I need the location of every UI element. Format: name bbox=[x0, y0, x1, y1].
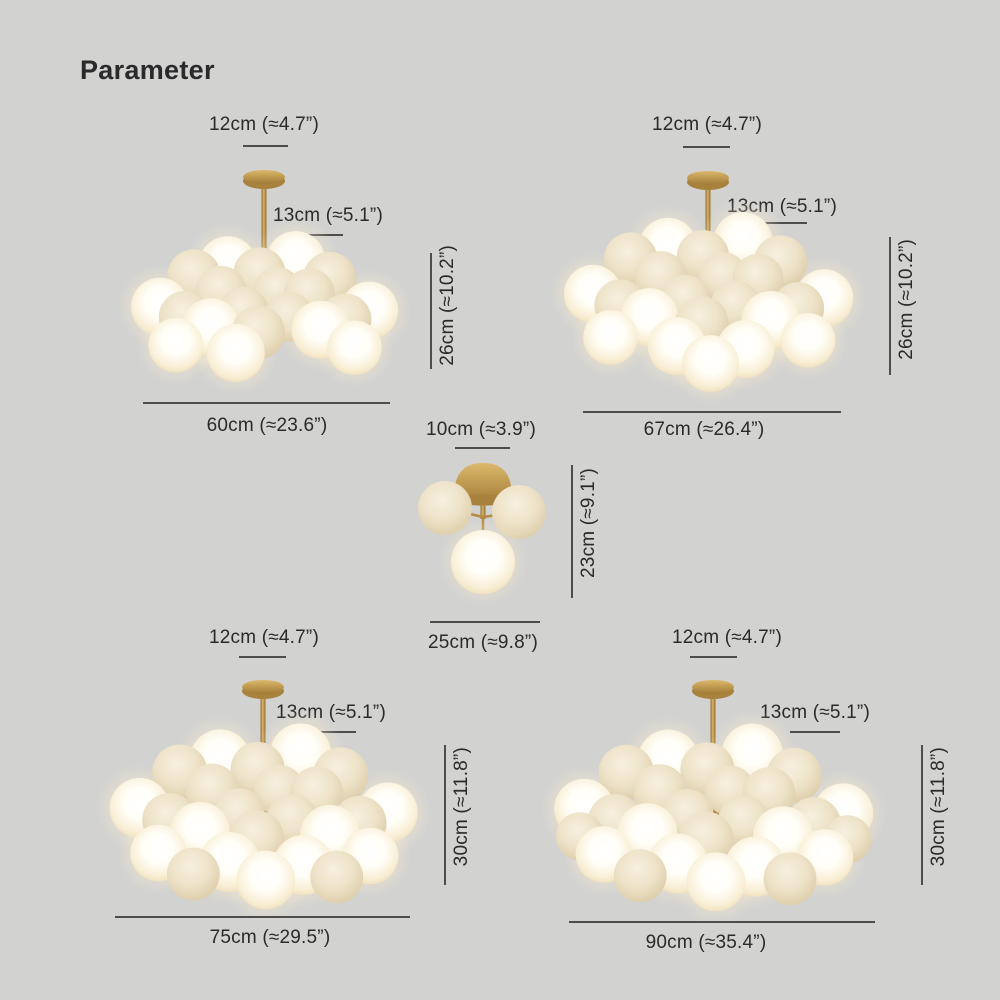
canopy-width-label: 12cm (≈4.7”) bbox=[209, 114, 319, 135]
dimension-hline bbox=[143, 402, 390, 404]
fixture-width-label: 67cm (≈26.4”) bbox=[643, 419, 765, 440]
dimension-vline bbox=[921, 745, 923, 885]
fixture-width-label: 90cm (≈35.4”) bbox=[645, 932, 767, 953]
dimension-hline bbox=[430, 621, 540, 623]
canopy-width-label: 10cm (≈3.9”) bbox=[426, 419, 536, 440]
flush-mount-illustration bbox=[418, 463, 546, 606]
page-title: Parameter bbox=[80, 55, 215, 85]
fixture-width-label: 60cm (≈23.6”) bbox=[206, 415, 328, 436]
canopy-width-label: 12cm (≈4.7”) bbox=[209, 627, 319, 648]
dimension-hline bbox=[115, 916, 410, 918]
dimension-underline bbox=[243, 145, 288, 147]
fixture-height-label: 26cm (≈10.2”) bbox=[437, 245, 458, 366]
fixture-height-label: 30cm (≈11.8”) bbox=[928, 747, 949, 867]
canopy-width-label: 12cm (≈4.7”) bbox=[652, 114, 762, 135]
dimension-underline bbox=[683, 146, 730, 148]
dimension-underline bbox=[239, 656, 286, 658]
fixture-height-label: 30cm (≈11.8”) bbox=[451, 747, 472, 867]
dimension-hline bbox=[569, 921, 875, 923]
dimension-underline bbox=[690, 656, 737, 658]
dimension-underline bbox=[455, 447, 510, 449]
chandelier-illustration bbox=[96, 680, 432, 923]
fixture-width-label: 75cm (≈29.5”) bbox=[209, 927, 331, 948]
dimension-vline bbox=[444, 745, 446, 885]
chandelier-illustration bbox=[117, 170, 412, 395]
canopy-width-label: 12cm (≈4.7”) bbox=[672, 627, 782, 648]
rod-length-label: 13cm (≈5.1”) bbox=[760, 702, 870, 723]
fixture-width-label: 25cm (≈9.8”) bbox=[428, 632, 538, 653]
dimension-vline bbox=[889, 237, 891, 375]
chandelier-illustration bbox=[550, 171, 867, 405]
dimension-vline bbox=[430, 253, 432, 369]
fixture-height-label: 26cm (≈10.2”) bbox=[896, 239, 917, 360]
chandelier-illustration bbox=[540, 680, 887, 925]
dimension-underline bbox=[790, 731, 840, 733]
fixture-height-label: 23cm (≈9.1”) bbox=[578, 468, 599, 578]
dimension-hline bbox=[583, 411, 841, 413]
dimension-vline bbox=[571, 465, 573, 598]
